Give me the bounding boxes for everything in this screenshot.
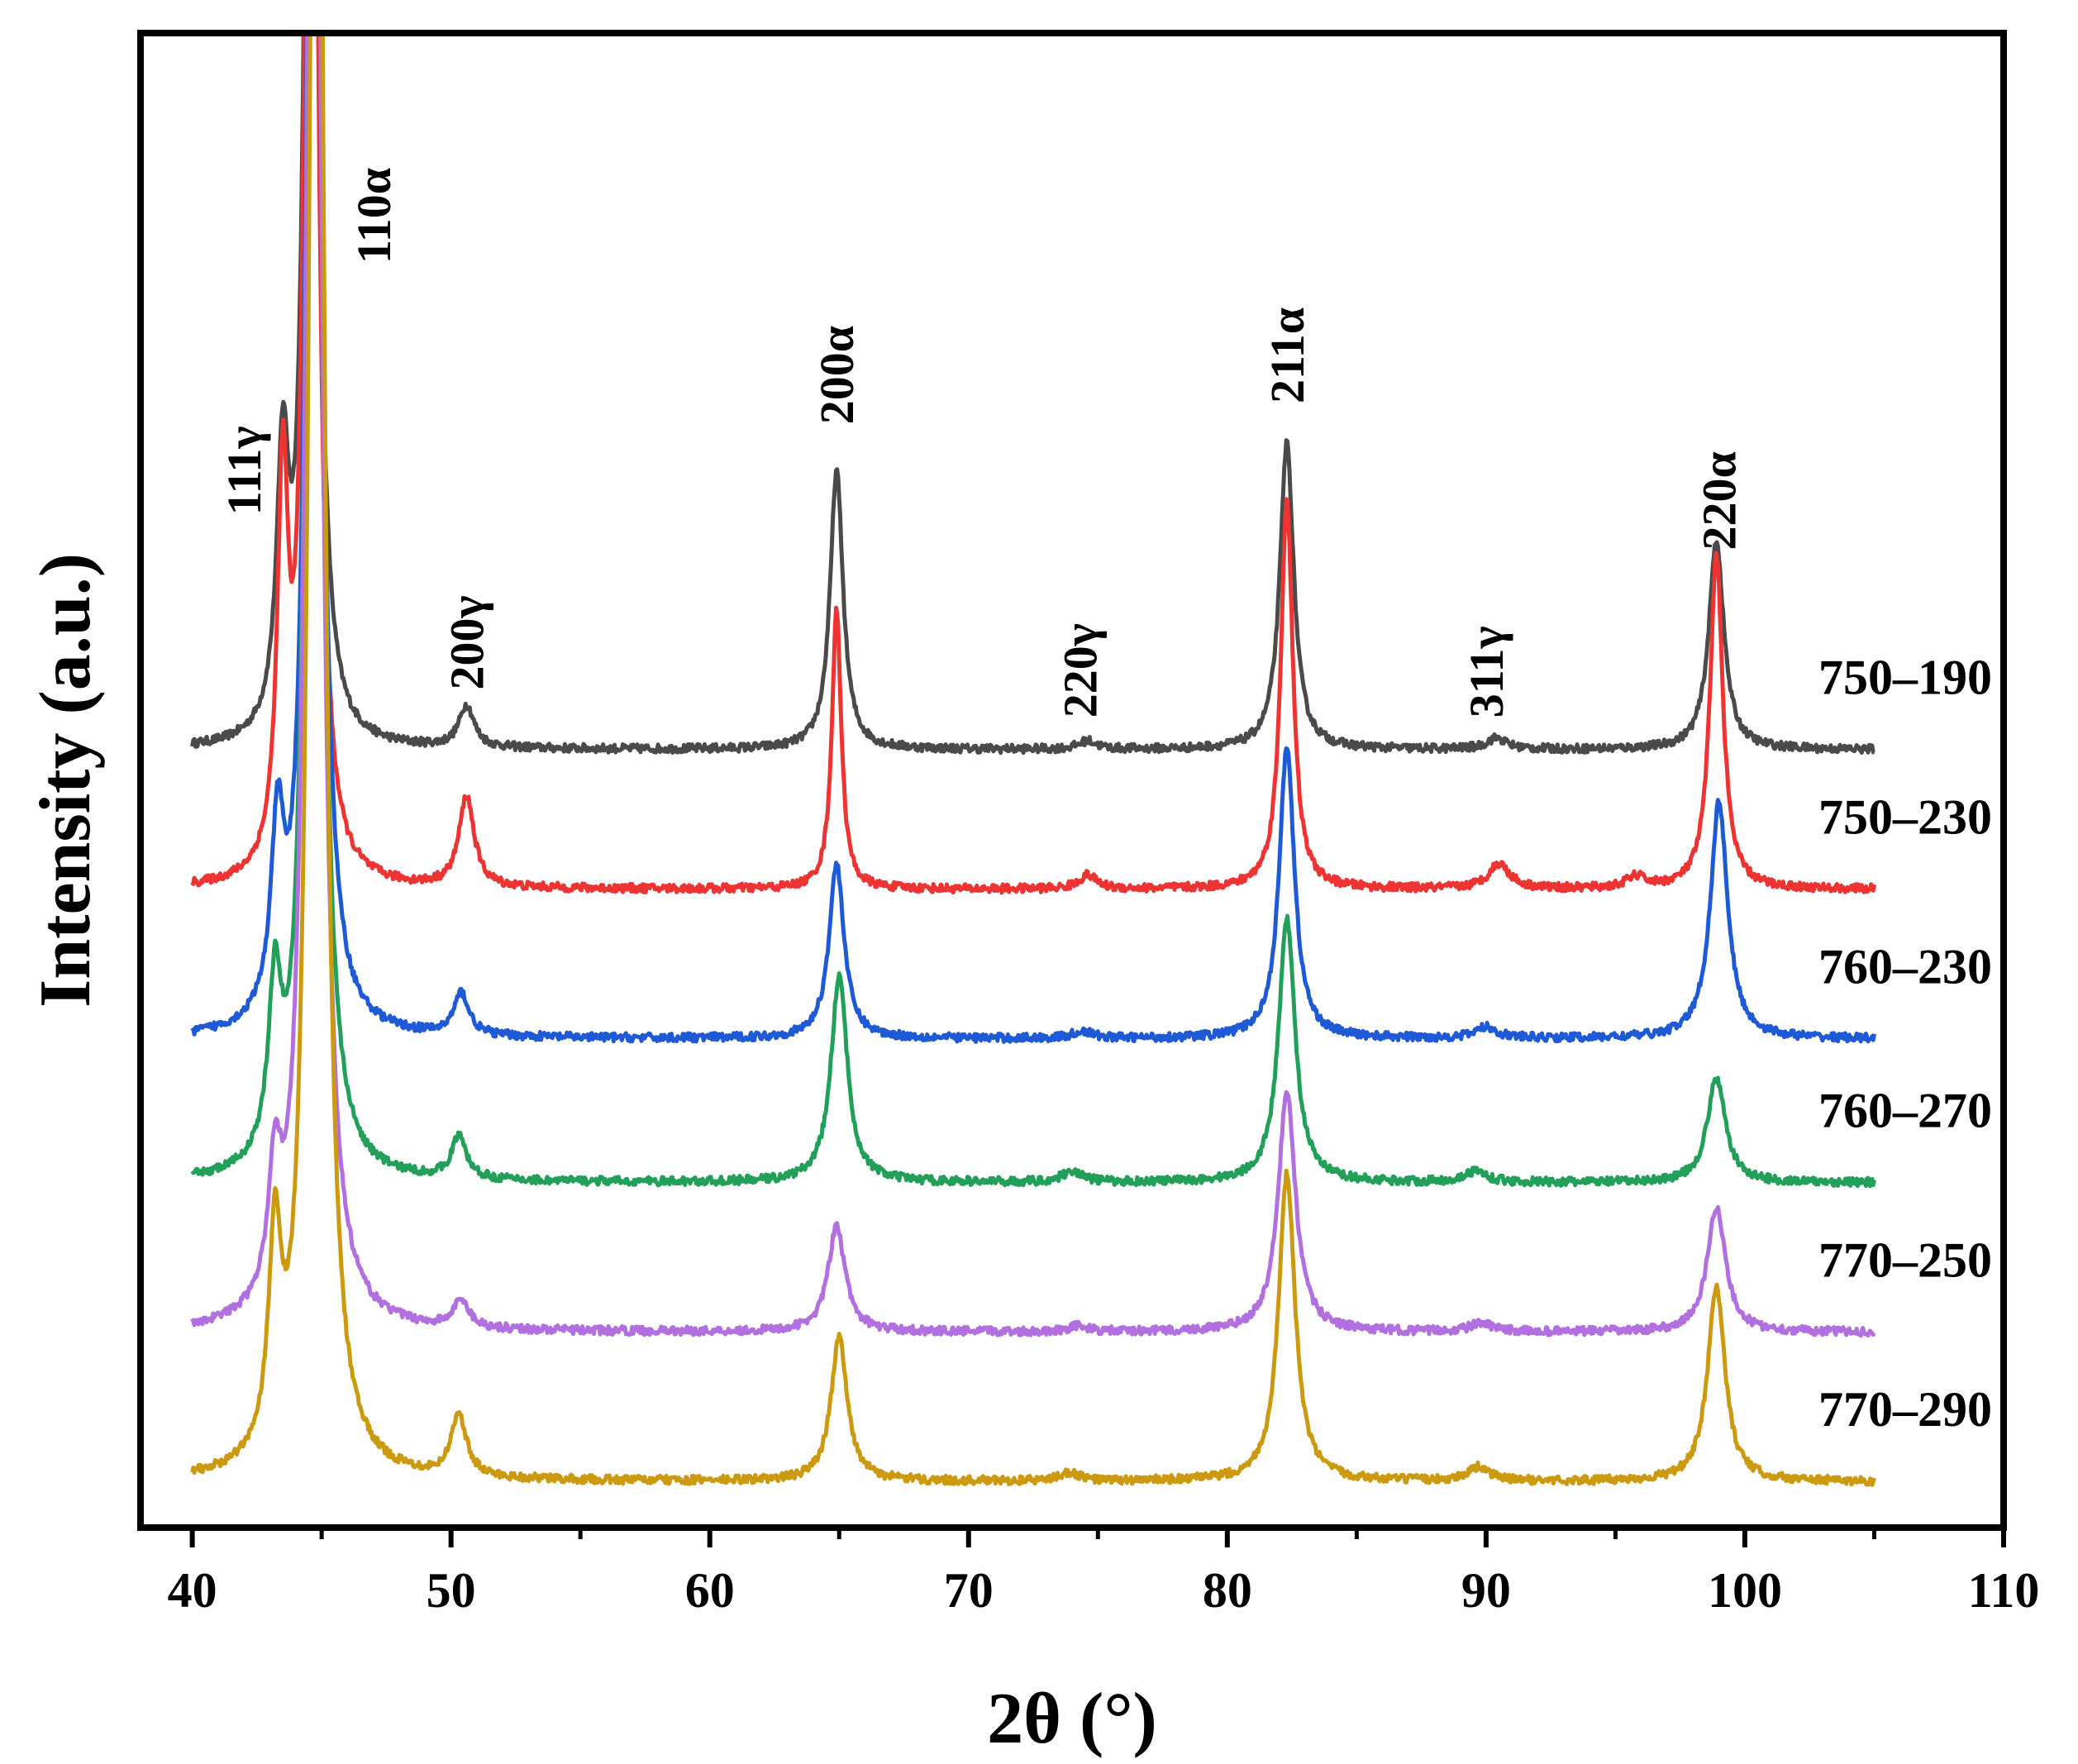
legend: 750–190 750–230 760–230 760–270 770–250 770–2… bbox=[1818, 651, 1992, 1437]
x-tick-label: 40 bbox=[168, 1563, 217, 1618]
x-tick-label: 80 bbox=[1203, 1563, 1252, 1618]
peak-annotation: 220α bbox=[1693, 451, 1747, 550]
peak-annotation: 211α bbox=[1261, 308, 1314, 403]
y-axis-title: Intensity (a.u.) bbox=[26, 553, 106, 1008]
series-line-770–250 bbox=[190, 33, 1876, 1338]
x-tick-label: 110 bbox=[1968, 1563, 2040, 1618]
x-axis-title: 2θ (°) bbox=[987, 1679, 1157, 1759]
series-label: 770–250 bbox=[1818, 1232, 1992, 1287]
series-line-750–230 bbox=[190, 33, 1876, 895]
x-tick-label: 70 bbox=[944, 1563, 994, 1618]
series-line-760–230 bbox=[190, 33, 1876, 1044]
series-label: 750–190 bbox=[1818, 651, 1992, 705]
peak-annotation: 110α bbox=[347, 168, 401, 264]
series-label: 770–290 bbox=[1818, 1382, 1992, 1437]
peak-annotation: 220γ bbox=[1053, 623, 1107, 718]
peak-annotations: 111γ 110α 200γ 200α 220γ 211α 311γ 220α bbox=[217, 168, 1746, 718]
series-line-760–270 bbox=[190, 33, 1876, 1189]
series-line-770–290 bbox=[190, 33, 1876, 1487]
peak-annotation: 111γ bbox=[217, 426, 271, 515]
x-tick-label: 100 bbox=[1708, 1563, 1782, 1618]
plot-frame bbox=[137, 30, 2007, 1531]
x-tick-label: 90 bbox=[1461, 1563, 1511, 1618]
peak-annotation: 311γ bbox=[1460, 626, 1513, 718]
x-tick-label: 60 bbox=[685, 1563, 735, 1618]
peak-annotation: 200γ bbox=[441, 595, 494, 689]
peak-annotation: 200α bbox=[810, 326, 864, 424]
x-tick-label: 50 bbox=[427, 1563, 476, 1618]
x-axis: 40 50 60 70 80 90 100 110 bbox=[168, 1528, 2040, 1618]
series-label: 760–230 bbox=[1818, 939, 1992, 994]
series-line-750–190 bbox=[190, 33, 1875, 756]
series-label: 750–230 bbox=[1818, 790, 1992, 845]
series-layer bbox=[190, 33, 1876, 1487]
series-label: 760–270 bbox=[1818, 1083, 1992, 1137]
